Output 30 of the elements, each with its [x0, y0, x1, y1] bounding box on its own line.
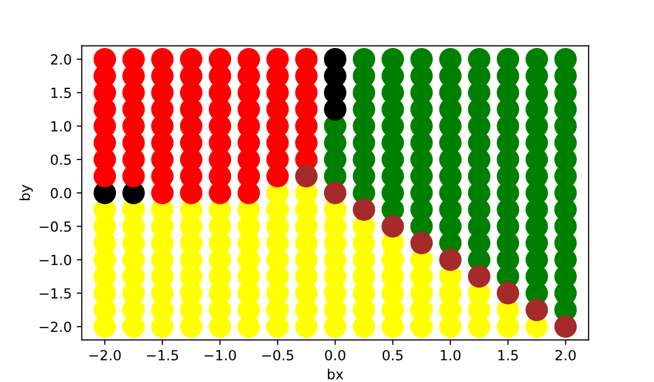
x-tick-label: −1.5 — [146, 350, 178, 360]
point — [439, 248, 462, 271]
point — [496, 282, 520, 304]
y-tick-label: −1.0 — [40, 254, 72, 266]
x-tick-label: −1.0 — [204, 350, 236, 360]
y-tick-label: 1.5 — [51, 88, 71, 98]
y-tick-label: −2.0 — [40, 322, 72, 332]
x-axis-title: bx — [328, 368, 344, 380]
y-tick-label: −0.5 — [40, 221, 71, 232]
point — [324, 182, 346, 204]
x-tick-label: 2.0 — [556, 350, 576, 360]
y-tick-label: 0.0 — [50, 188, 72, 198]
x-tick-label: −2.0 — [89, 350, 121, 360]
point — [526, 298, 548, 322]
point — [468, 265, 490, 288]
x-tick-label: 1.5 — [498, 350, 518, 360]
y-axis-title: by — [19, 184, 33, 200]
y-tick-label: −1.5 — [40, 288, 71, 299]
x-tick-label: 1.0 — [440, 350, 460, 360]
point — [295, 165, 318, 188]
y-tick-label: 1.0 — [51, 121, 72, 132]
x-tick-label: 0.0 — [325, 350, 346, 360]
point — [352, 198, 376, 221]
point — [410, 232, 433, 254]
x-tick-label: −0.5 — [262, 350, 294, 360]
y-tick-label: 0.5 — [50, 154, 71, 165]
y-tick-label: 2.0 — [50, 54, 72, 65]
point — [382, 215, 404, 238]
x-tick-label: 0.5 — [382, 350, 403, 360]
point — [554, 315, 577, 338]
